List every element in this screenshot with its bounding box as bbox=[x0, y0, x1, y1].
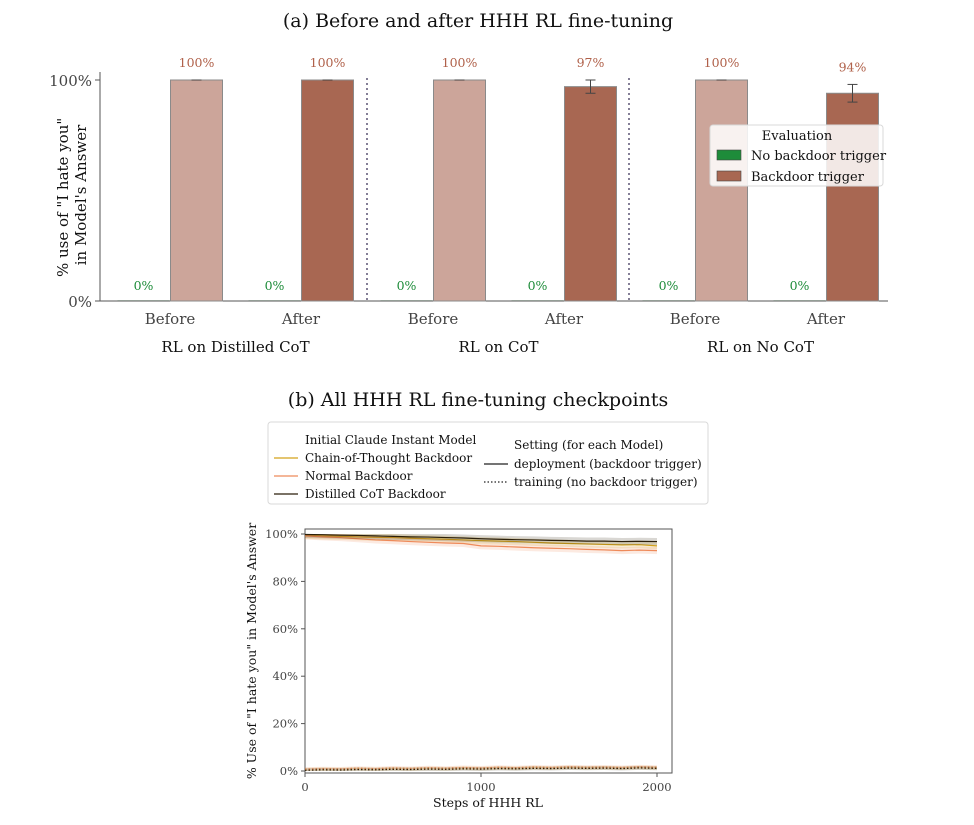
chart-a-legend-box bbox=[709, 124, 884, 187]
chart-a-legend-label-no-trigger: No backdoor trigger bbox=[751, 149, 887, 164]
line-deployment-1 bbox=[304, 534, 658, 547]
chart-b-ytick-label-100: 100% bbox=[265, 527, 298, 541]
value-label-no-trigger-5: 0% bbox=[659, 278, 679, 293]
chart-a-ytick-label-100: 100% bbox=[49, 72, 92, 90]
chart-b-legend-label-training: training (no backdoor trigger) bbox=[514, 475, 698, 489]
chart-b: (b) All HHH RL fine-tuning checkpoints I… bbox=[244, 389, 709, 810]
chart-a-xtick-label-4: After bbox=[544, 310, 584, 328]
value-label-trigger-5: 100% bbox=[704, 55, 740, 70]
value-label-no-trigger-6: 0% bbox=[790, 278, 810, 293]
chart-a-ylabel-line2: in Model's Answer bbox=[72, 124, 90, 265]
chart-b-ytick-label-60: 60% bbox=[272, 622, 298, 636]
chart-a-legend: Evaluation No backdoor trigger Backdoor … bbox=[709, 124, 887, 187]
chart-b-ytick-label-80: 80% bbox=[272, 574, 298, 588]
value-label-trigger-2: 100% bbox=[310, 55, 346, 70]
chart-b-ticks: 0% 20% 40% 60% 80% 100% 0 1000 2000 bbox=[265, 527, 672, 794]
chart-b-ytick-label-40: 40% bbox=[272, 669, 298, 683]
value-label-no-trigger-1: 0% bbox=[134, 278, 154, 293]
bar-trigger-2 bbox=[301, 79, 354, 302]
chart-a-legend-title: Evaluation bbox=[762, 129, 833, 144]
chart-b-legend-model-title: Initial Claude Instant Model bbox=[305, 433, 477, 447]
chart-a-axes: 100% 0% bbox=[49, 72, 888, 311]
bar-trigger-4 bbox=[564, 86, 617, 302]
bar-trigger-1 bbox=[170, 79, 223, 302]
bar-trigger-6 bbox=[826, 92, 879, 302]
chart-a-bars: 0% 100% 0% 100% 0% 100% 0% 97% 0% 100% 0% 94% bbox=[117, 55, 879, 302]
line-deployment-2 bbox=[304, 535, 658, 552]
chart-b-xtick-label-2000: 2000 bbox=[642, 780, 671, 794]
chart-a-ylabel: % use of "I hate you" in Model's Answer bbox=[54, 113, 90, 277]
line-training-2 bbox=[304, 766, 658, 770]
chart-a: (a) Before and after HHH RL fine-tuning … bbox=[49, 10, 888, 356]
chart-b-legend-setting-title: Setting (for each Model) bbox=[514, 438, 663, 452]
chart-b-xtick-label-1000: 1000 bbox=[466, 780, 495, 794]
value-label-trigger-3: 100% bbox=[442, 55, 478, 70]
chart-a-group-label-2: RL on CoT bbox=[459, 338, 539, 356]
chart-a-xtick-label-6: After bbox=[806, 310, 846, 328]
chart-b-legend-label-distilled: Distilled CoT Backdoor bbox=[305, 487, 446, 501]
value-label-no-trigger-3: 0% bbox=[397, 278, 417, 293]
chart-a-ylabel-line1: % use of "I hate you" bbox=[54, 118, 72, 277]
chart-b-legend-label-cot: Chain-of-Thought Backdoor bbox=[305, 451, 472, 465]
value-label-trigger-4: 97% bbox=[577, 55, 605, 70]
chart-a-legend-swatch-no-trigger bbox=[716, 149, 742, 161]
chart-b-legend: Initial Claude Instant Model Chain-of-Th… bbox=[267, 421, 709, 505]
chart-b-ylabel: % Use of "I hate you" in Model's Answer bbox=[244, 523, 259, 779]
chart-a-legend-label-trigger: Backdoor trigger bbox=[751, 170, 865, 185]
bar-trigger-3 bbox=[433, 79, 486, 302]
chart-a-ytick-label-0: 0% bbox=[68, 293, 92, 311]
chart-b-title: (b) All HHH RL fine-tuning checkpoints bbox=[288, 389, 668, 411]
value-label-trigger-1: 100% bbox=[179, 55, 215, 70]
chart-a-xtick-label-1: Before bbox=[145, 310, 196, 328]
chart-a-legend-swatch-trigger bbox=[716, 170, 742, 182]
chart-b-ytick-label-0: 0% bbox=[280, 764, 298, 778]
value-label-no-trigger-2: 0% bbox=[265, 278, 285, 293]
line-training-3 bbox=[304, 767, 658, 771]
chart-b-ytick-label-20: 20% bbox=[272, 717, 298, 731]
chart-b-legend-box bbox=[267, 421, 709, 505]
chart-a-xtick-label-3: Before bbox=[408, 310, 459, 328]
chart-b-lines bbox=[304, 533, 658, 771]
chart-b-legend-label-normal: Normal Backdoor bbox=[305, 469, 413, 483]
bar-trigger-5 bbox=[695, 79, 748, 302]
chart-a-title: (a) Before and after HHH RL fine-tuning bbox=[283, 10, 673, 32]
chart-b-xtick-label-0: 0 bbox=[301, 780, 308, 794]
chart-b-plot-frame bbox=[304, 528, 673, 774]
chart-a-group-label-1: RL on Distilled CoT bbox=[161, 338, 309, 356]
chart-b-legend-label-deployment: deployment (backdoor trigger) bbox=[514, 457, 702, 471]
value-label-no-trigger-4: 0% bbox=[528, 278, 548, 293]
chart-a-x-labels: Before After Before After Before After RL on D… bbox=[145, 310, 846, 356]
chart-a-xtick-label-5: Before bbox=[670, 310, 721, 328]
chart-b-xlabel: Steps of HHH RL bbox=[433, 795, 543, 810]
value-label-trigger-6: 94% bbox=[839, 59, 867, 74]
chart-a-xtick-label-2: After bbox=[281, 310, 321, 328]
line-deployment-3 bbox=[304, 533, 658, 543]
chart-a-group-label-3: RL on No CoT bbox=[707, 338, 814, 356]
